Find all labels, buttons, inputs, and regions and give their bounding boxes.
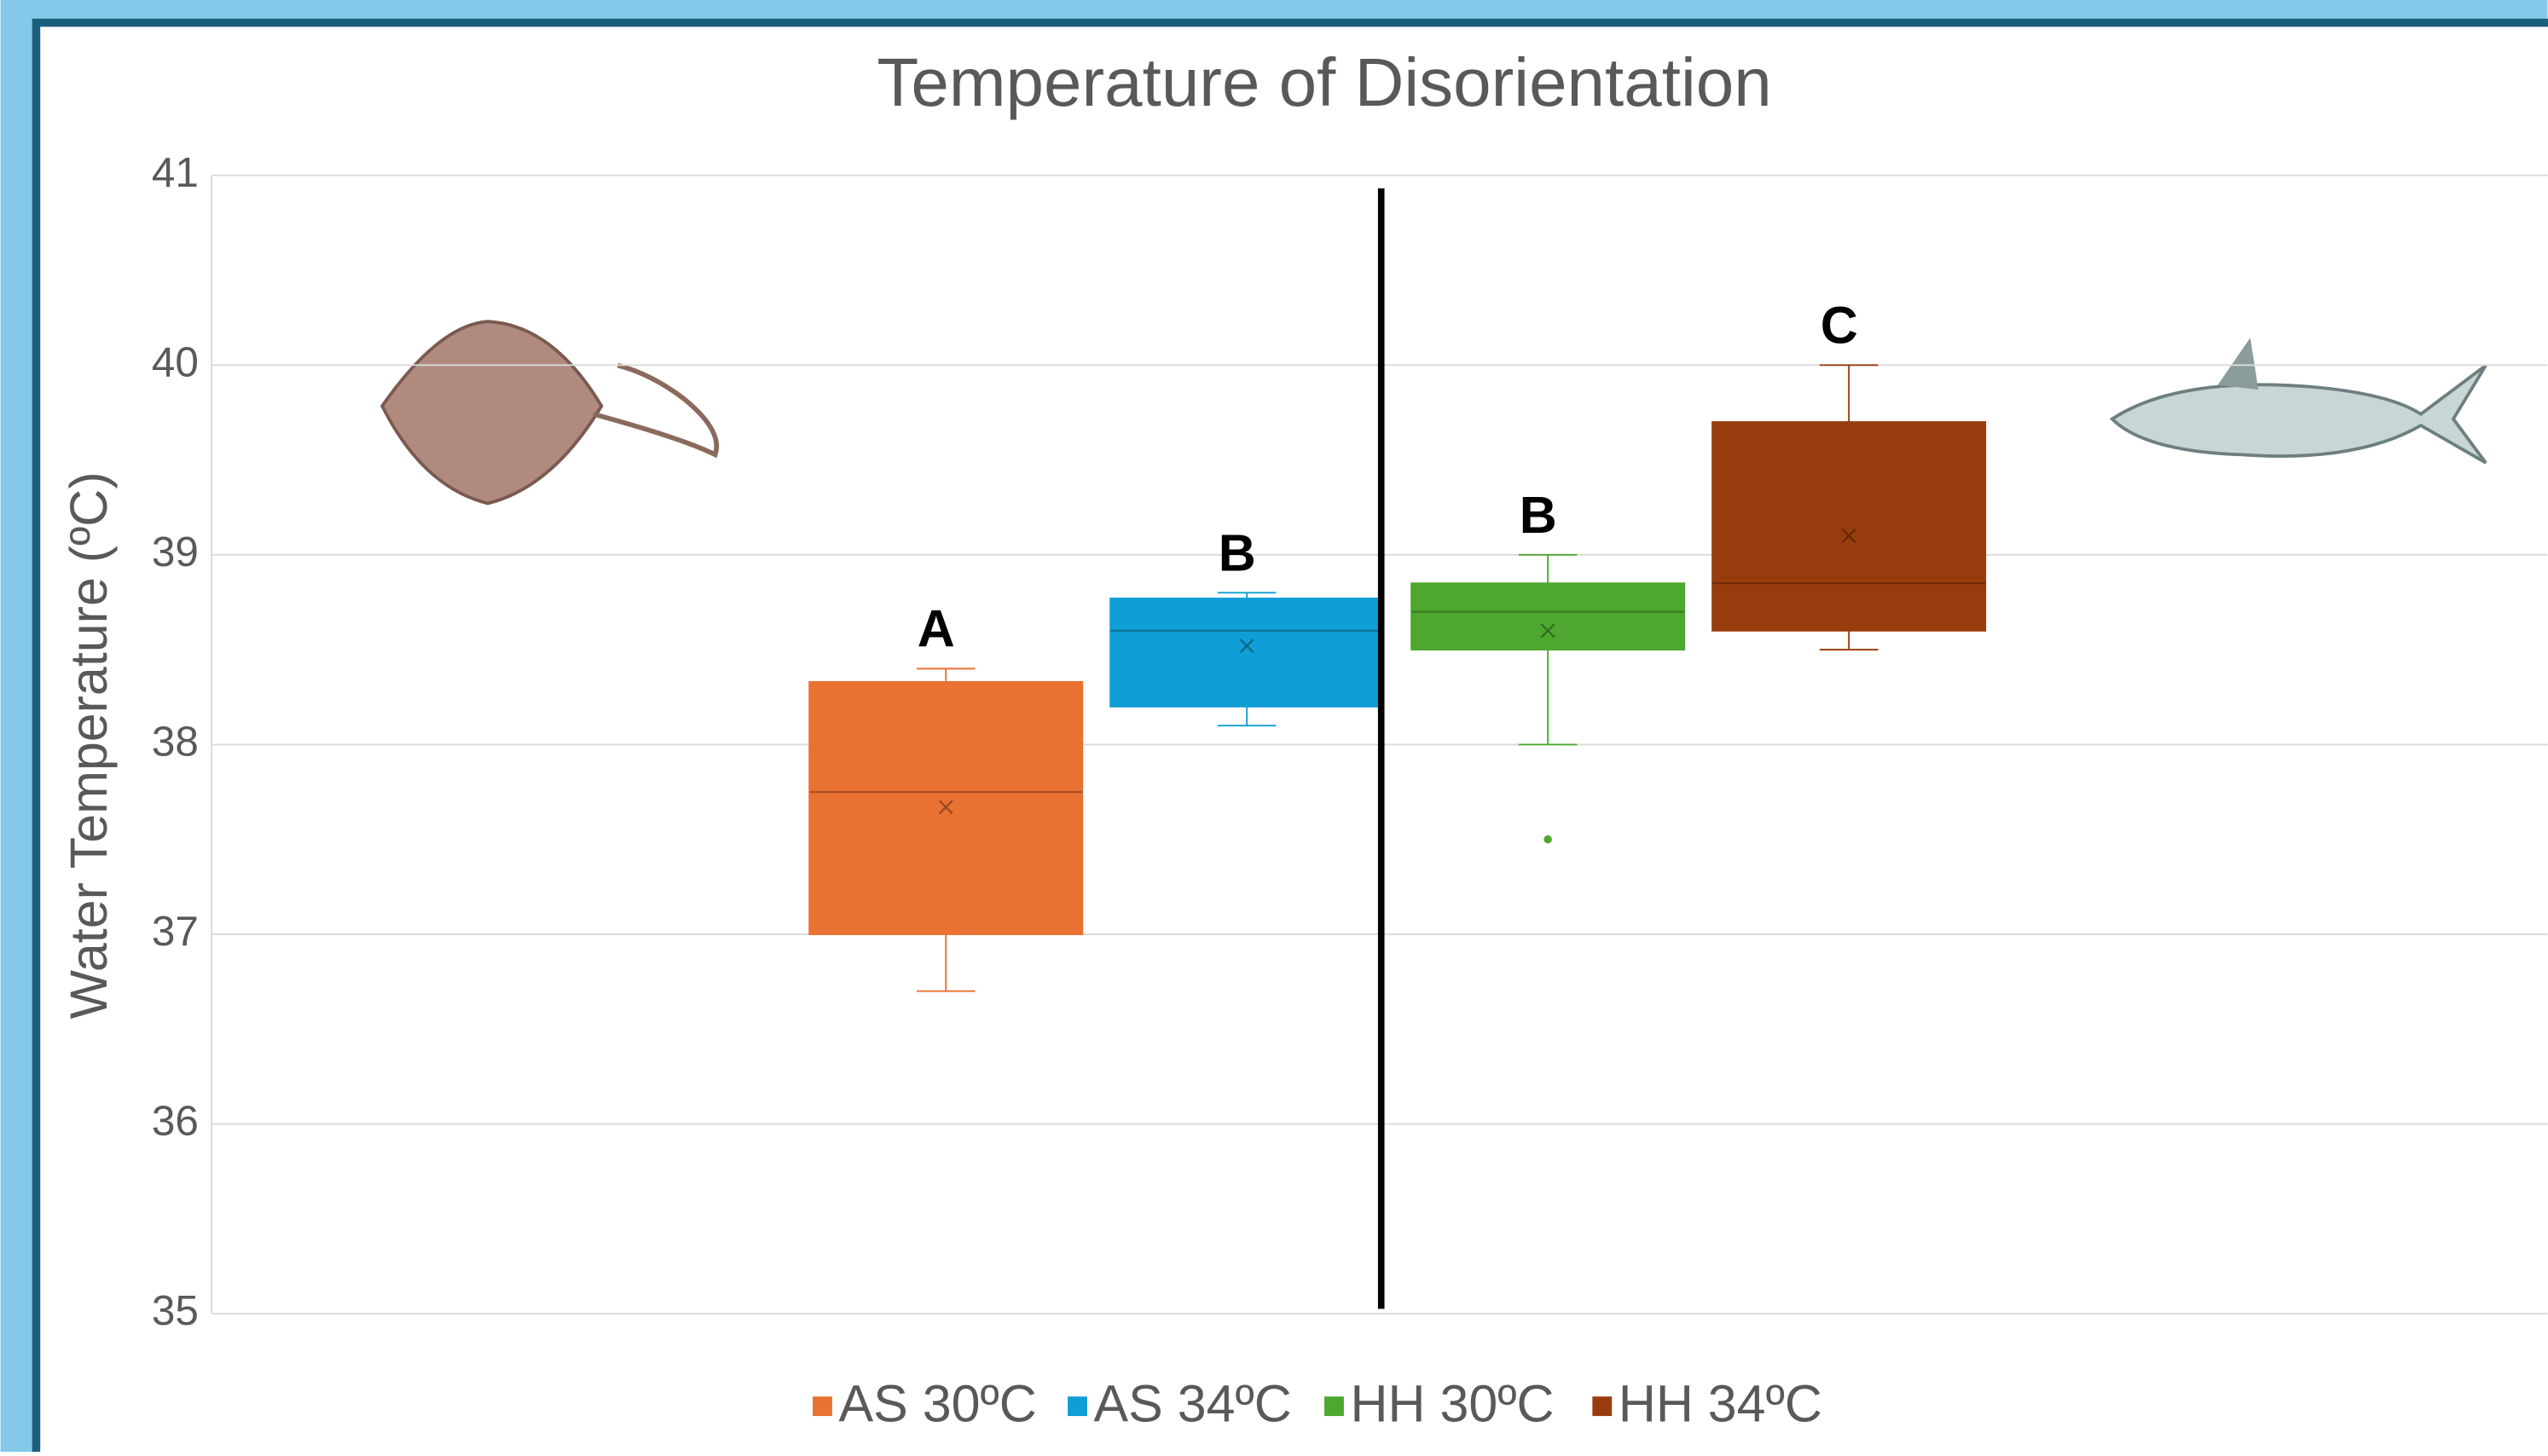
y-tick-label: 37 — [152, 908, 199, 955]
legend-label: HH 30ºC — [1351, 1375, 1555, 1433]
y-tick-label: 35 — [152, 1287, 199, 1334]
outlier — [1543, 835, 1552, 844]
significance-letter: B — [1219, 524, 1256, 582]
y-tick-label: 39 — [152, 529, 199, 575]
chart-title: Temperature of Disorientation — [877, 44, 1771, 120]
y-axis-label: Water Temperature (ºC) — [60, 471, 118, 1019]
mean-marker — [938, 800, 953, 815]
legend-label: AS 30ºC — [838, 1375, 1036, 1433]
significance-letter: C — [1821, 296, 1858, 354]
y-tick-label: 36 — [152, 1098, 199, 1145]
box — [808, 681, 1084, 935]
y-tick-label: 41 — [152, 149, 199, 196]
mean-marker — [1239, 638, 1254, 654]
legend-swatch — [813, 1396, 832, 1417]
box — [1711, 421, 1987, 632]
legend-swatch — [1068, 1396, 1087, 1417]
box — [1410, 582, 1686, 651]
stingray-illustration — [379, 320, 720, 506]
significance-letter: B — [1520, 486, 1557, 544]
legend-swatch — [1592, 1396, 1613, 1417]
box — [1109, 598, 1385, 708]
mean-marker — [1841, 529, 1856, 544]
panel — [32, 18, 2548, 1456]
legend-swatch — [1324, 1396, 1344, 1417]
legend-label: AS 34ºC — [1094, 1375, 1292, 1433]
catfish-illustration — [2109, 338, 2487, 465]
mean-marker — [1540, 623, 1555, 638]
legend-label: HH 34ºC — [1619, 1375, 1822, 1433]
y-tick-label: 38 — [152, 718, 199, 765]
y-tick-label: 40 — [152, 338, 199, 385]
significance-letter: A — [918, 600, 955, 658]
